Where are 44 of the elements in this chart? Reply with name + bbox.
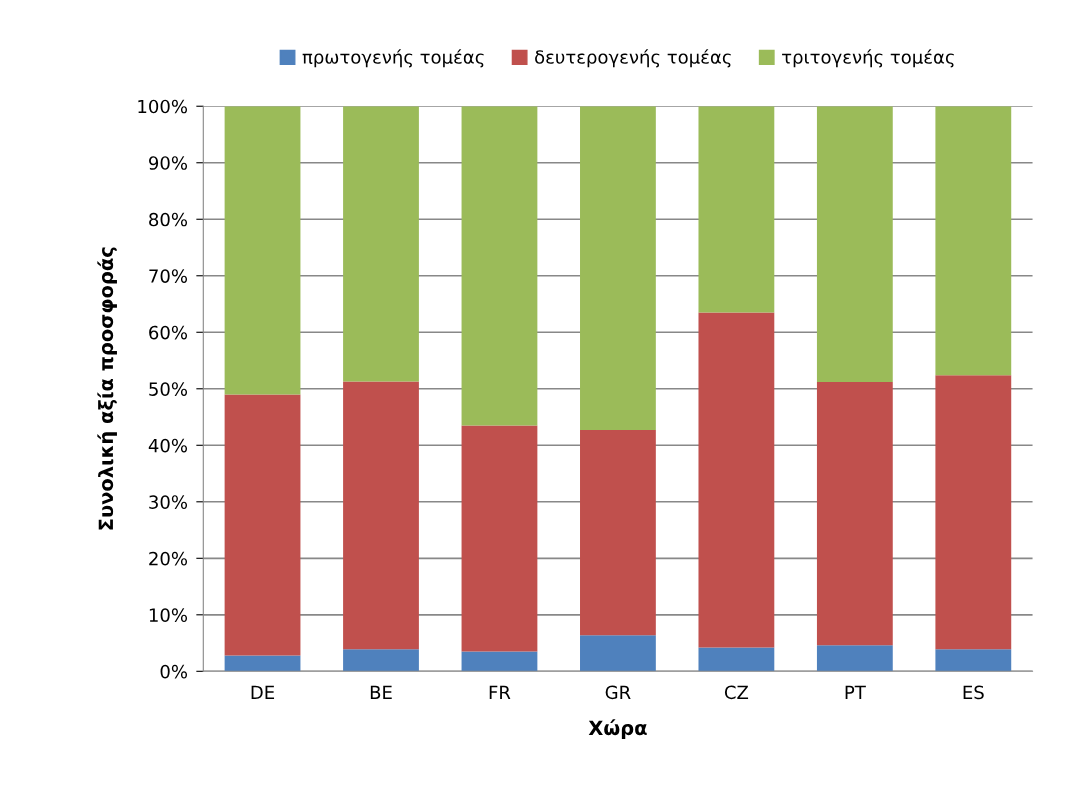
- x-axis-title: Χώρα: [588, 719, 647, 739]
- bar: [461, 651, 538, 672]
- bar: [698, 312, 775, 648]
- y-tick-label: 90%: [149, 156, 188, 170]
- bar: [935, 375, 1012, 650]
- bar: [343, 649, 419, 672]
- y-tick-label: 30%: [149, 495, 188, 509]
- x-tick-label: BE: [370, 685, 392, 699]
- y-tick-label: 100%: [138, 99, 188, 114]
- bar: [698, 647, 775, 672]
- legend-label: πρωτογενής τομέας: [302, 49, 484, 68]
- bar: [343, 106, 419, 382]
- bar: [935, 106, 1012, 376]
- y-tick-label: 60%: [149, 325, 188, 340]
- y-tick-label: 80%: [149, 212, 188, 227]
- y-tick-label: 40%: [148, 438, 188, 453]
- bar: [343, 381, 419, 650]
- bar: [816, 382, 893, 646]
- y-axis-title: Συνολική αξία προσφοράς: [97, 247, 117, 530]
- x-tick-label: FR: [489, 685, 511, 699]
- bar: [580, 430, 656, 636]
- bar: [816, 645, 893, 672]
- y-tick-label: 10%: [149, 608, 188, 622]
- y-tick-label: 50%: [149, 382, 188, 396]
- bar: [580, 106, 656, 431]
- bar: [816, 106, 893, 382]
- legend-label: τριτογενής τομέας: [782, 49, 954, 68]
- x-tick-label: CZ: [724, 685, 749, 700]
- bar: [461, 425, 538, 652]
- bar: [698, 106, 775, 313]
- y-tick-label: 0%: [160, 664, 188, 679]
- y-tick-label: 20%: [149, 551, 188, 566]
- bar: [224, 106, 301, 395]
- bar: [224, 394, 301, 656]
- y-tick-label: 70%: [149, 269, 188, 283]
- x-tick-label: ES: [963, 685, 984, 700]
- legend-label: δευτερογενής τομέας: [535, 49, 731, 68]
- x-tick-label: DE: [251, 685, 275, 699]
- bar: [580, 635, 656, 672]
- bar: [935, 649, 1012, 672]
- bar: [461, 106, 538, 426]
- bar: [224, 655, 301, 672]
- x-tick-label: PT: [845, 685, 866, 699]
- x-tick-label: GR: [605, 685, 631, 700]
